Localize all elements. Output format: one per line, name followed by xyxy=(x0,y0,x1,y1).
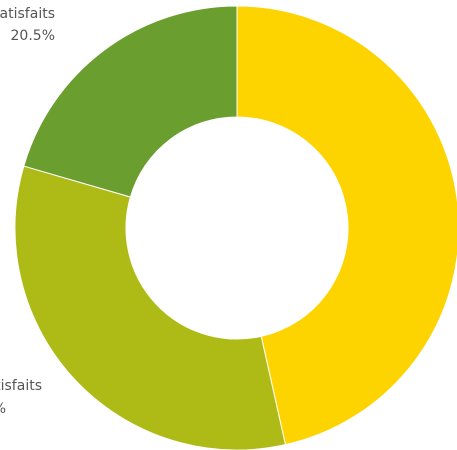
donut-slice-1 xyxy=(236,5,457,446)
slice-label-value: % xyxy=(0,401,6,417)
donut-hole xyxy=(126,117,348,339)
slice-label-name: satisfaits xyxy=(0,378,42,394)
slice-label-name: u satisfaits xyxy=(0,6,55,22)
donut-slices xyxy=(14,5,457,450)
slice-label-value: 20.5% xyxy=(11,28,55,44)
